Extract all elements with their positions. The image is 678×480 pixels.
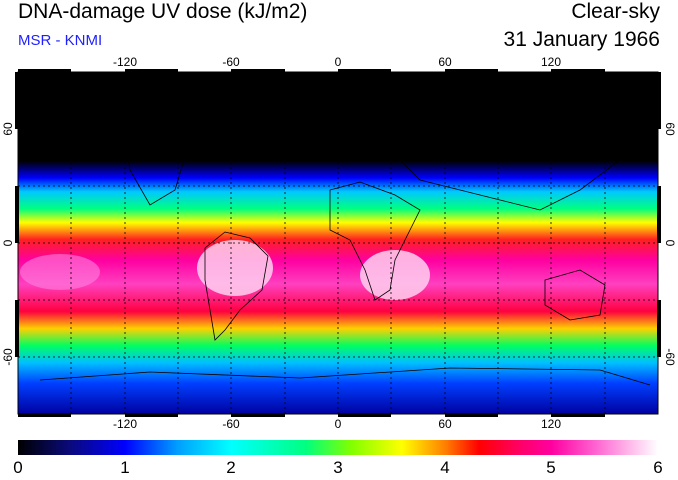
pacific-high-dose	[20, 254, 100, 290]
lat-tick-right: 60	[663, 122, 677, 136]
map-date: 31 January 1966	[503, 28, 660, 51]
africa-high-dose	[360, 250, 430, 300]
lon-tick-bottom: -60	[222, 417, 240, 431]
lat-tick-left: -60	[1, 348, 15, 366]
lon-tick-top: -120	[113, 55, 137, 69]
colorbar-label: 2	[226, 458, 236, 477]
lat-tick-left: 0	[1, 239, 15, 246]
uv-dose-map: -120 -60 0 60 120 -120 -60 0 60 120 60 0…	[1, 55, 677, 431]
lat-tick-left: 60	[1, 122, 15, 136]
lat-tick-right: 0	[663, 240, 677, 247]
lon-tick-bottom: 0	[335, 417, 342, 431]
lon-tick-bottom: 120	[541, 417, 561, 431]
colorbar-label: 1	[120, 458, 130, 477]
lat-tick-right: -60	[663, 348, 677, 366]
colorbar	[18, 440, 658, 455]
colorbar-label: 6	[653, 458, 663, 477]
lon-tick-top: 120	[541, 55, 561, 69]
lon-tick-bottom: -120	[113, 417, 137, 431]
source-label: MSR - KNMI	[18, 32, 103, 49]
lon-tick-top: 60	[438, 55, 452, 69]
colorbar-label: 0	[13, 458, 23, 477]
south-america-high-dose	[197, 240, 273, 296]
lon-tick-bottom: 60	[438, 417, 452, 431]
coastlines	[39, 89, 651, 386]
frame-scale-bars	[15, 69, 661, 417]
lon-tick-top: -60	[222, 55, 240, 69]
lon-tick-top: 0	[335, 55, 342, 69]
colorbar-label: 5	[546, 458, 556, 477]
colorbar-label: 4	[440, 458, 450, 477]
graticule	[18, 72, 658, 414]
map-title: DNA-damage UV dose (kJ/m2)	[18, 0, 308, 23]
sky-condition: Clear-sky	[571, 0, 660, 23]
colorbar-label: 3	[333, 458, 343, 477]
